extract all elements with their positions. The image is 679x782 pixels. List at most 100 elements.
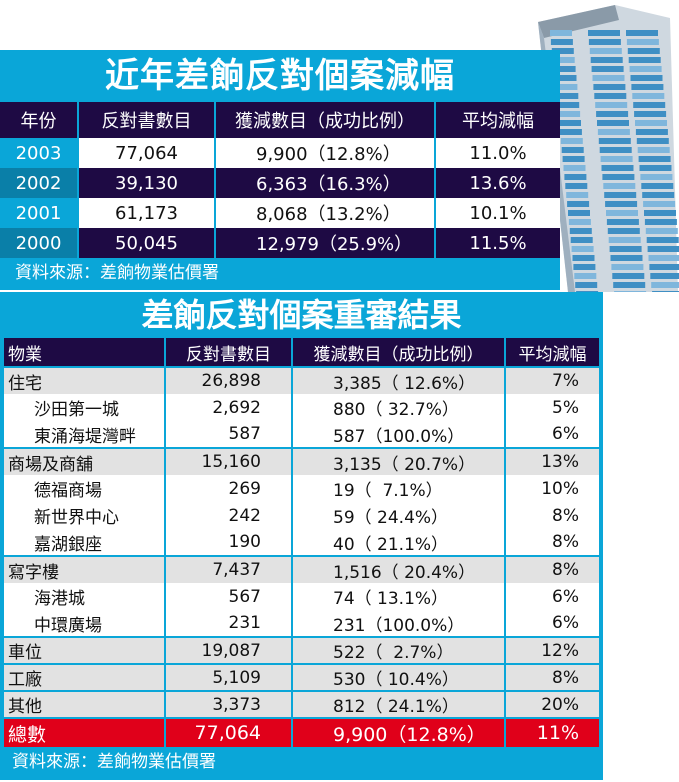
window xyxy=(631,84,664,90)
table-row: 2002 39,130 6,363（16.3%） 13.6% xyxy=(0,168,560,198)
header-avg-reduction: 平均減幅 xyxy=(434,102,560,138)
window xyxy=(640,174,673,180)
cell-avg: 6% xyxy=(504,583,599,610)
table2-title: 差餉反對個案重審結果 xyxy=(141,296,462,334)
window xyxy=(563,165,586,171)
window xyxy=(597,120,629,126)
window xyxy=(589,48,622,54)
window xyxy=(644,219,677,225)
cell-avg: 8% xyxy=(504,555,599,583)
window xyxy=(569,228,592,234)
cell-reduced: 587（100.0%） xyxy=(291,421,505,448)
cell-reduced: 9,900（12.8%） xyxy=(291,717,505,747)
header-avg-reduction: 平均減幅 xyxy=(504,338,599,367)
window xyxy=(559,120,581,126)
window xyxy=(567,201,590,207)
window xyxy=(602,174,635,180)
window xyxy=(594,93,627,99)
cell-objections: 26,898 xyxy=(164,366,292,394)
review-results-table: 物業 反對書數目 獲減數目（成功比例） 平均減幅 住宅 26,898 3,385（ … xyxy=(4,338,599,747)
cell-property: 沙田第一城 xyxy=(4,394,165,421)
table-header: 物業 反對書數目 獲減數目（成功比例） 平均減幅 xyxy=(4,338,599,367)
window xyxy=(592,75,625,81)
window xyxy=(598,138,631,144)
window xyxy=(564,174,587,180)
cell-avg: 10.1% xyxy=(434,198,560,228)
window xyxy=(647,246,679,252)
window xyxy=(554,75,577,81)
cell-objections: 567 xyxy=(164,583,292,610)
cell-avg: 6% xyxy=(504,421,599,448)
window xyxy=(645,228,678,234)
window xyxy=(630,75,663,81)
window xyxy=(601,165,634,171)
cell-reduced: 530（ 10.4%） xyxy=(291,663,505,691)
window xyxy=(550,30,572,36)
cell-reduced: 9,900（12.8%） xyxy=(214,138,435,168)
cell-avg: 8% xyxy=(504,529,599,556)
office-building-illustration xyxy=(538,5,679,292)
window xyxy=(627,48,660,54)
header-reduced: 獲減數目（成功比例） xyxy=(291,338,505,367)
window xyxy=(576,291,599,292)
cell-objections: 5,109 xyxy=(164,663,292,691)
window xyxy=(555,84,578,90)
cell-property: 商場及商舖 xyxy=(4,447,165,475)
review-results-panel: 差餉反對個案重審結果 物業 反對書數目 獲減數目（成功比例） 平均減幅 住宅 26… xyxy=(0,292,603,780)
cell-avg: 11.0% xyxy=(434,138,560,168)
cell-reduced: 59（ 24.4%） xyxy=(291,502,505,529)
cell-property: 總數 xyxy=(4,717,165,747)
table-row: 新世界中心 242 59（ 24.4%） 8% xyxy=(4,502,599,529)
cell-avg: 11% xyxy=(504,717,599,747)
header-reduced: 獲減數目（成功比例） xyxy=(214,102,435,138)
cell-reduced: 3,385（ 12.6%） xyxy=(291,366,505,394)
cell-objections: 19,087 xyxy=(164,636,292,664)
table-header: 年份 反對書數目 獲減數目（成功比例） 平均減幅 xyxy=(0,102,560,138)
cell-reduced: 3,135（ 20.7%） xyxy=(291,447,505,475)
window xyxy=(635,120,667,126)
cell-year: 2002 xyxy=(0,168,78,198)
cell-avg: 10% xyxy=(504,475,599,502)
cell-avg: 12% xyxy=(504,636,599,664)
window xyxy=(599,147,632,153)
table-row: 2003 77,064 9,900（12.8%） 11.0% xyxy=(0,138,560,168)
cell-year: 2000 xyxy=(0,228,78,258)
window xyxy=(560,138,583,144)
window xyxy=(633,102,666,108)
window xyxy=(644,210,676,216)
cell-property: 住宅 xyxy=(4,366,165,394)
header-objections: 反對書數目 xyxy=(77,102,215,138)
recent-objection-table: 年份 反對書數目 獲減數目（成功比例） 平均減幅 2003 77,064 9,900… xyxy=(0,102,560,258)
cell-objections: 269 xyxy=(164,475,292,502)
cell-year: 2003 xyxy=(0,138,78,168)
window xyxy=(590,57,623,63)
window xyxy=(643,201,676,207)
window xyxy=(608,237,641,243)
total-row: 總數 77,064 9,900（12.8%） 11% xyxy=(4,717,599,747)
window xyxy=(588,30,620,36)
window xyxy=(591,66,624,72)
window xyxy=(575,282,598,288)
cell-reduced: 522（ 2.7%） xyxy=(291,636,505,664)
cell-property: 新世界中心 xyxy=(4,502,165,529)
cell-objections: 231 xyxy=(164,610,292,637)
cell-reduced: 6,363（16.3%） xyxy=(214,168,435,198)
window xyxy=(639,165,672,171)
window xyxy=(637,147,670,153)
window xyxy=(550,39,573,45)
cell-avg: 13% xyxy=(504,447,599,475)
window xyxy=(600,156,633,162)
cell-objections: 587 xyxy=(164,421,292,448)
window xyxy=(552,57,575,63)
cell-objections: 50,045 xyxy=(77,228,215,258)
cell-avg: 5% xyxy=(504,394,599,421)
cell-avg: 7% xyxy=(504,366,599,394)
window xyxy=(565,183,588,189)
window xyxy=(596,111,629,117)
table-row: 商場及商舖 15,160 3,135（ 20.7%） 13% xyxy=(4,447,599,475)
window xyxy=(626,39,659,45)
cell-avg: 11.5% xyxy=(434,228,560,258)
header-objections: 反對書數目 xyxy=(164,338,292,367)
cell-objections: 190 xyxy=(164,529,292,556)
table1-source: 資料來源：差餉物業估價署 xyxy=(15,263,219,283)
